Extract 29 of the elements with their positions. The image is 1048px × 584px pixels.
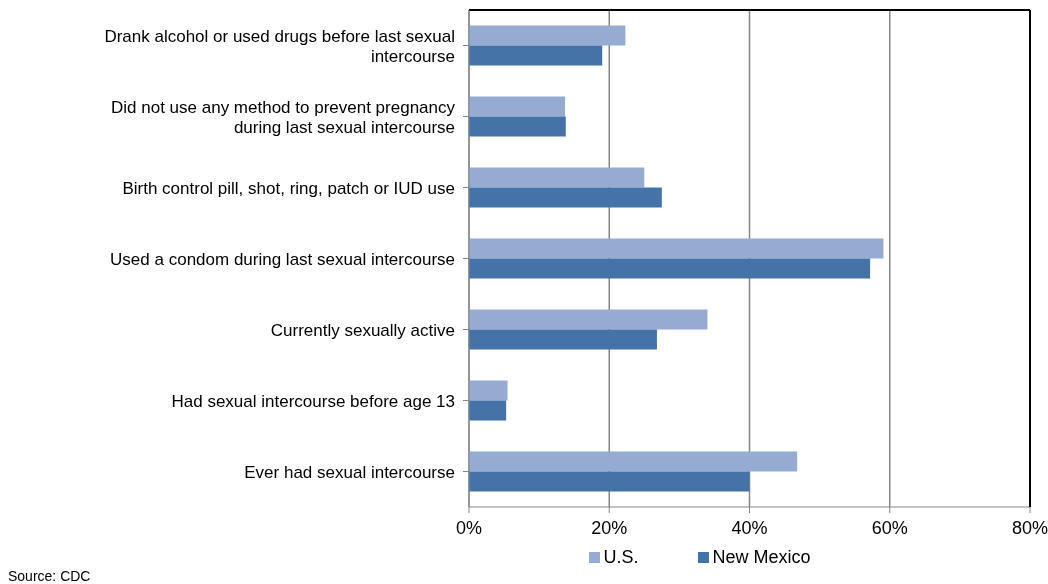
bar bbox=[469, 187, 662, 208]
bar bbox=[469, 167, 645, 188]
bar bbox=[469, 45, 603, 66]
y-tick-label: Did not use any method to prevent pregnancy during last sexual intercourse bbox=[111, 97, 456, 136]
x-tick-label: 60% bbox=[871, 517, 908, 538]
bar bbox=[469, 400, 507, 421]
legend-label: New Mexico bbox=[712, 547, 811, 568]
y-tick-label: Birth control pill, shot, ring, patch or IUD use bbox=[122, 178, 455, 197]
y-tick-label: Had sexual intercourse before age 13 bbox=[171, 391, 455, 410]
x-tick-label: 0% bbox=[455, 517, 483, 538]
bar bbox=[469, 309, 708, 330]
y-tick-label: Currently sexually active bbox=[270, 320, 455, 339]
source-note: Source: CDC bbox=[8, 568, 91, 584]
bar bbox=[469, 238, 884, 259]
bar bbox=[469, 380, 508, 401]
y-tick-label: Drank alcohol or used drugs before last sexual intercourse bbox=[104, 26, 455, 65]
bar bbox=[469, 471, 750, 492]
bar bbox=[469, 96, 566, 117]
bar bbox=[469, 116, 566, 137]
bar bbox=[469, 258, 871, 279]
bar bbox=[469, 329, 657, 350]
y-tick-label: Used a condom during last sexual intercourse bbox=[110, 249, 455, 268]
bar bbox=[469, 451, 798, 472]
x-tick-label: 40% bbox=[731, 517, 768, 538]
bar bbox=[469, 25, 626, 46]
x-tick-label: 20% bbox=[591, 517, 628, 538]
y-tick-label: Ever had sexual intercourse bbox=[244, 462, 455, 481]
x-tick-label: 80% bbox=[1011, 517, 1048, 538]
legend-label: U.S. bbox=[603, 547, 639, 568]
